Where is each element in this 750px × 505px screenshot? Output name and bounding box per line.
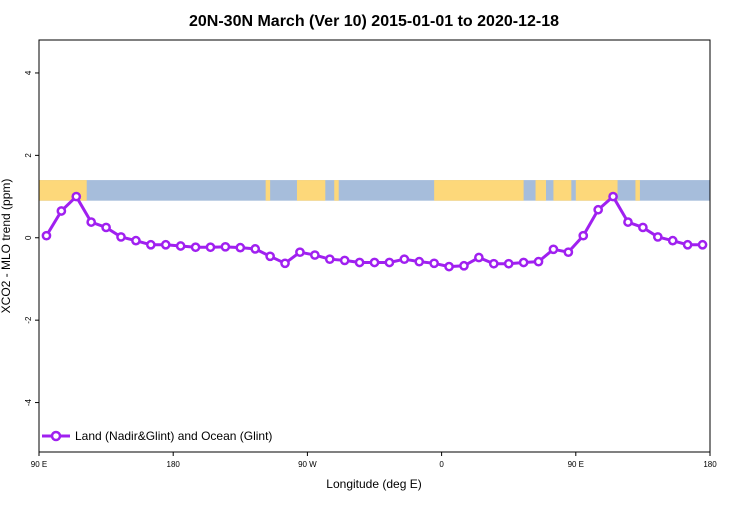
data-point-0-44 <box>697 239 708 250</box>
x-tick-label-4: 90 E <box>568 460 584 469</box>
y-tick-label-3: -2 <box>24 316 33 324</box>
data-point-0-5 <box>116 232 126 242</box>
data-point-0-11 <box>205 242 216 253</box>
data-point-0-20 <box>339 255 350 266</box>
data-point-0-4 <box>101 222 111 233</box>
data-point-0-32 <box>518 257 529 268</box>
land-patch-4 <box>434 180 524 201</box>
data-point-0-17 <box>295 247 305 258</box>
x-axis-label: Longitude (deg E) <box>326 477 421 491</box>
data-point-0-6 <box>131 235 141 246</box>
data-point-0-8 <box>160 239 171 250</box>
land-patch-3 <box>334 180 339 201</box>
y-tick-label-1: 2 <box>24 153 33 158</box>
data-point-0-23 <box>384 257 395 268</box>
y-axis-label: XCO2 - MLO trend (ppm) <box>0 179 13 314</box>
data-point-0-27 <box>444 261 454 272</box>
y-axis: 4 2 0 -2 -4 <box>24 70 39 406</box>
data-point-0-7 <box>145 239 156 250</box>
x-tick-label-5: 180 <box>703 460 717 469</box>
data-point-0-34 <box>548 244 559 255</box>
land-patch-6 <box>553 180 572 201</box>
data-point-0-2 <box>71 191 82 202</box>
data-point-0-15 <box>265 251 275 262</box>
land-patch-2 <box>296 180 326 201</box>
data-point-0-26 <box>429 258 439 269</box>
legend-label: Land (Nadir&Glint) and Ocean (Glint) <box>75 429 272 443</box>
data-point-0-36 <box>578 230 589 241</box>
land-patch-8 <box>635 180 640 201</box>
y-tick-label-0: 4 <box>24 70 33 75</box>
x-tick-label-0: 90 E <box>31 460 47 469</box>
data-point-0-21 <box>354 257 365 268</box>
y-tick-label-4: -4 <box>24 398 33 406</box>
data-point-0-43 <box>682 239 693 250</box>
x-tick-label-1: 180 <box>167 460 181 469</box>
data-point-0-28 <box>459 260 469 271</box>
land-patch-1 <box>265 180 271 201</box>
data-point-0-40 <box>638 222 648 233</box>
legend-marker <box>50 430 62 442</box>
data-point-0-31 <box>503 258 514 269</box>
data-point-0-41 <box>652 232 663 242</box>
data-point-0-38 <box>608 191 618 202</box>
x-tick-label-2: 90 W <box>298 460 317 469</box>
land-ocean-band <box>39 180 710 201</box>
series-line-0 <box>45 195 703 269</box>
data-point-0-19 <box>324 254 335 265</box>
data-point-0-1 <box>56 206 67 216</box>
series-layer <box>41 191 708 272</box>
land-patch-7 <box>575 180 618 201</box>
data-point-0-24 <box>399 254 410 265</box>
data-point-0-30 <box>488 258 499 269</box>
data-point-0-35 <box>563 247 574 258</box>
data-point-0-13 <box>235 242 246 253</box>
data-point-0-22 <box>369 257 380 268</box>
data-point-0-29 <box>474 252 484 263</box>
y-tick-label-2: 0 <box>24 235 33 240</box>
data-point-0-10 <box>190 242 201 253</box>
data-point-0-25 <box>414 256 425 267</box>
data-point-0-16 <box>280 258 290 269</box>
data-point-0-9 <box>175 241 186 251</box>
land-patch-5 <box>535 180 546 201</box>
x-tick-label-3: 0 <box>439 460 444 469</box>
data-point-0-0 <box>41 230 52 241</box>
data-point-0-18 <box>310 250 320 260</box>
data-point-0-33 <box>533 256 544 267</box>
data-point-0-42 <box>667 235 678 246</box>
data-point-0-14 <box>250 244 261 254</box>
legend: Land (Nadir&Glint) and Ocean (Glint) <box>42 429 272 443</box>
chart-title: 20N-30N March (Ver 10) 2015-01-01 to 202… <box>189 13 559 30</box>
data-point-0-3 <box>86 217 97 227</box>
data-point-0-39 <box>623 217 633 227</box>
data-point-0-12 <box>220 241 231 252</box>
data-point-0-37 <box>593 204 604 215</box>
x-axis: 90 E 180 90 W 0 90 E 180 <box>31 452 717 469</box>
plot-frame <box>38 39 711 453</box>
